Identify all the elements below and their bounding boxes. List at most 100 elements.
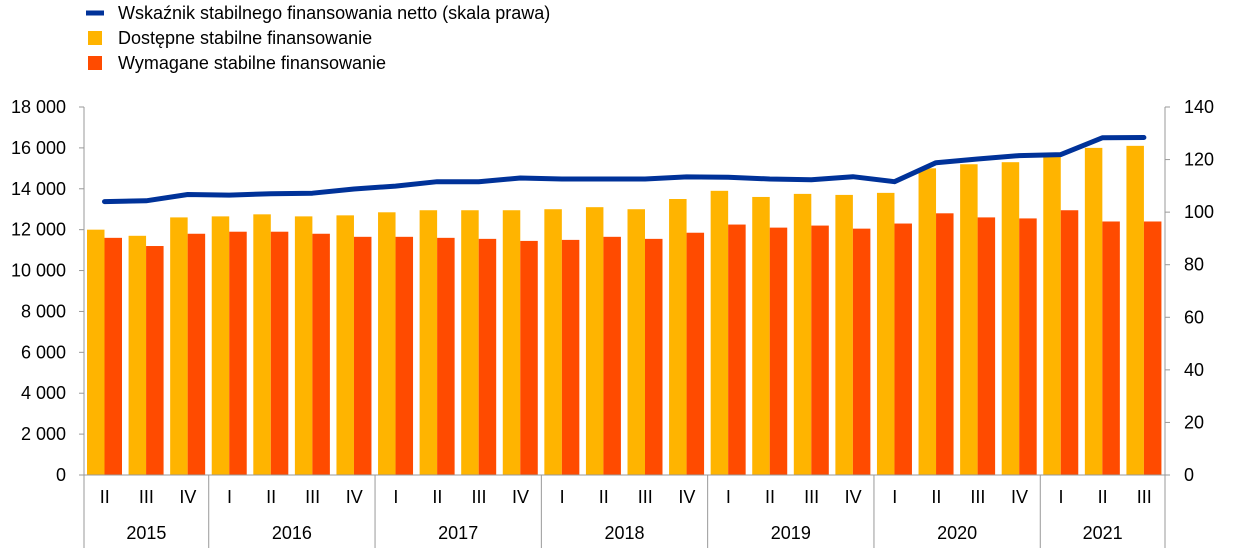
bar-available-stable-funding [1084, 147, 1103, 475]
bar-required-stable-funding [1102, 221, 1120, 475]
legend-square-swatch [88, 31, 102, 45]
legend-label: Dostępne stabilne finansowanie [118, 28, 372, 48]
x-quarter-label: I [892, 487, 897, 507]
x-quarter-label: III [471, 487, 486, 507]
legend-square-swatch [88, 56, 102, 70]
x-quarter-label: IV [346, 487, 363, 507]
bar-available-stable-funding [627, 209, 645, 475]
x-quarter-label: IV [179, 487, 196, 507]
y-right-tick-label: 40 [1184, 360, 1204, 380]
bar-required-stable-funding [395, 236, 414, 475]
legend-line-swatch [86, 10, 104, 16]
bar-required-stable-funding [728, 224, 746, 475]
x-year-label: 2016 [272, 523, 312, 543]
bar-available-stable-funding [211, 216, 230, 475]
y-right-tick-label: 80 [1184, 255, 1204, 275]
legend-label: Wskaźnik stabilnego finansowania netto (… [118, 3, 550, 23]
bar-required-stable-funding [146, 246, 164, 475]
y-left-tick-label: 0 [56, 465, 66, 485]
bar-available-stable-funding [918, 168, 937, 476]
x-quarter-label: II [765, 487, 775, 507]
x-quarter-label: IV [678, 487, 695, 507]
line-series-group [102, 135, 1147, 205]
axes-group: 0 2 000 4 000 6 000 8 000 10 000 12 000 14 000 1… [11, 97, 1214, 485]
y-left-tick-label: 4 000 [21, 383, 66, 403]
bar-available-stable-funding [876, 192, 895, 475]
y-right-tick-label: 20 [1184, 412, 1204, 432]
bar-required-stable-funding [104, 237, 122, 475]
nsfr-ratio-line [102, 135, 1147, 205]
legend-label: Wymagane stabilne finansowanie [118, 53, 386, 73]
y-left-tick-label: 8 000 [21, 301, 66, 321]
x-quarter-label: III [139, 487, 154, 507]
x-quarter-label: III [305, 487, 320, 507]
x-quarter-label: II [1098, 487, 1108, 507]
x-quarter-label: IV [1011, 487, 1028, 507]
bar-required-stable-funding [561, 239, 580, 475]
x-quarter-label: I [726, 487, 731, 507]
x-year-label: 2021 [1083, 523, 1123, 543]
bar-available-stable-funding [752, 196, 770, 475]
x-quarter-label: III [638, 487, 653, 507]
chart-legend: Wskaźnik stabilnego finansowania netto (… [86, 3, 550, 73]
legend-item: Wymagane stabilne finansowanie [88, 53, 386, 73]
y-right-tick-label: 100 [1184, 202, 1214, 222]
bar-required-stable-funding [312, 233, 330, 475]
bar-available-stable-funding [502, 210, 521, 475]
y-left-tick-label: 10 000 [11, 261, 66, 281]
bar-required-stable-funding [229, 231, 247, 475]
bar-required-stable-funding [645, 238, 663, 475]
x-quarter-label: IV [845, 487, 862, 507]
bar-available-stable-funding [128, 235, 147, 475]
bar-available-stable-funding [544, 209, 562, 475]
x-year-label: 2018 [604, 523, 644, 543]
x-quarter-label: I [560, 487, 565, 507]
x-quarter-label: III [970, 487, 985, 507]
y-left-tick-label: 12 000 [11, 220, 66, 240]
bar-required-stable-funding [353, 236, 372, 475]
x-year-label: 2017 [438, 523, 478, 543]
bar-required-stable-funding [603, 236, 621, 475]
x-quarter-label: II [100, 487, 110, 507]
y-right-tick-label: 120 [1184, 150, 1214, 170]
bar-required-stable-funding [811, 225, 829, 475]
bar-available-stable-funding [253, 214, 271, 476]
bar-available-stable-funding [419, 210, 438, 475]
y-left-tick-label: 18 000 [11, 97, 66, 117]
bar-required-stable-funding [894, 223, 912, 475]
bar-required-stable-funding [936, 213, 954, 476]
bar-series-group [87, 145, 1162, 476]
bar-available-stable-funding [336, 215, 354, 475]
bar-available-stable-funding [960, 164, 978, 475]
y-left-tick-label: 2 000 [21, 424, 66, 444]
bar-required-stable-funding [437, 237, 455, 475]
x-axis-labels: II III IV I II III IV I II III IV I II III IV I II III IV I… [83, 475, 1166, 548]
bar-available-stable-funding [378, 212, 396, 476]
bar-available-stable-funding [835, 194, 853, 475]
y-left-tick-label: 16 000 [11, 138, 66, 158]
bar-required-stable-funding [478, 238, 497, 475]
bar-required-stable-funding [270, 231, 289, 475]
x-year-label: 2020 [937, 523, 977, 543]
bar-available-stable-funding [669, 199, 687, 475]
legend-item: Wskaźnik stabilnego finansowania netto (… [86, 3, 550, 23]
bar-required-stable-funding [520, 240, 538, 475]
bar-required-stable-funding [1019, 218, 1037, 475]
bar-available-stable-funding [585, 207, 604, 475]
bar-available-stable-funding [1001, 162, 1020, 475]
y-right-tick-label: 0 [1184, 465, 1194, 485]
x-quarter-label: II [599, 487, 609, 507]
y-left-tick-label: 14 000 [11, 179, 66, 199]
y-right-tick-label: 60 [1184, 307, 1204, 327]
x-quarter-label: III [1137, 487, 1152, 507]
bar-available-stable-funding [1043, 154, 1061, 475]
x-quarter-label: III [804, 487, 819, 507]
x-quarter-label: I [227, 487, 232, 507]
x-year-label: 2019 [771, 523, 811, 543]
bar-required-stable-funding [686, 232, 705, 475]
x-quarter-label: IV [512, 487, 529, 507]
y-left-tick-label: 6 000 [21, 342, 66, 362]
bar-available-stable-funding [710, 190, 729, 476]
bar-available-stable-funding [793, 193, 812, 475]
